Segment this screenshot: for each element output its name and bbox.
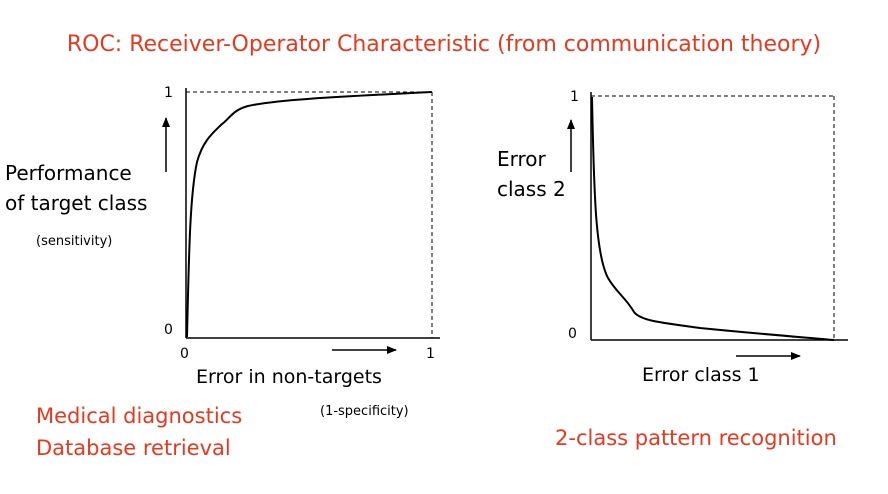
left-plot [162, 88, 440, 354]
left-x-tick-0: 0 [180, 346, 189, 362]
applications-label-1: Medical diagnostics [36, 404, 243, 428]
applications-label-2: Database retrieval [36, 436, 231, 460]
right-y-axis-label-line1: Error [497, 147, 546, 171]
left-y-axis-sublabel: (sensitivity) [36, 234, 113, 249]
right-x-axis-label: Error class 1 [642, 364, 760, 386]
left-y-tick-0: 0 [164, 322, 173, 338]
left-y-tick-1: 1 [164, 85, 173, 101]
right-y-tick-1: 1 [570, 89, 579, 105]
roc-curve [186, 91, 433, 338]
left-y-axis-label-line2: of target class [5, 191, 148, 215]
left-y-axis-label-line1: Performance [5, 161, 132, 185]
page-title: ROC: Receiver-Operator Characteristic (f… [66, 32, 822, 57]
right-plot-caption: 2-class pattern recognition [555, 426, 837, 450]
right-y-tick-0: 0 [568, 326, 577, 342]
right-plot [567, 92, 848, 360]
left-x-axis-label: Error in non-targets [196, 366, 382, 388]
left-x-axis-sublabel: (1-specificity) [320, 404, 409, 419]
error-tradeoff-curve [591, 96, 835, 341]
right-y-axis-label-line2: class 2 [497, 177, 566, 201]
left-x-tick-1: 1 [426, 346, 435, 362]
